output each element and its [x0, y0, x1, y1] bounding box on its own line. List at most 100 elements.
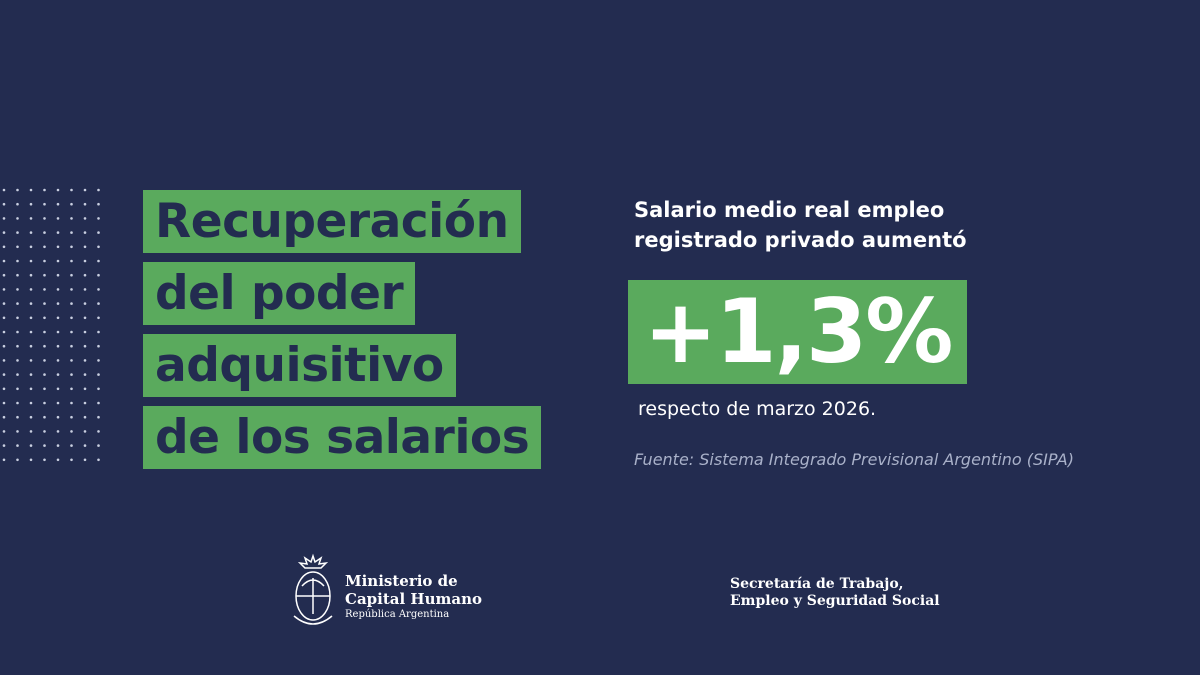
dot	[83, 387, 87, 391]
dot	[70, 330, 73, 334]
dot	[83, 373, 87, 376]
dot	[43, 430, 46, 433]
dot	[43, 373, 46, 376]
dot	[83, 359, 87, 362]
dot	[83, 302, 87, 305]
dot	[70, 415, 73, 419]
dot	[70, 344, 73, 348]
dot	[83, 344, 87, 348]
dot	[43, 444, 46, 447]
dot	[97, 373, 100, 376]
dot	[43, 288, 46, 291]
dot	[70, 373, 73, 376]
dot	[29, 302, 33, 305]
dot	[83, 231, 87, 234]
dot	[43, 188, 46, 192]
dot	[70, 245, 73, 249]
dot	[43, 401, 46, 405]
dot	[83, 259, 87, 263]
dot	[56, 444, 60, 447]
dot	[2, 231, 6, 234]
dot	[70, 259, 73, 263]
dot	[83, 401, 87, 405]
headline-line: Recuperación	[143, 190, 521, 253]
dot	[56, 188, 60, 192]
dot	[56, 202, 60, 206]
dot	[56, 330, 60, 334]
dot	[16, 458, 19, 462]
dot	[2, 401, 6, 405]
dot	[43, 458, 46, 462]
dot	[56, 387, 60, 391]
headline-line: de los salarios	[143, 406, 542, 469]
dot	[97, 401, 100, 405]
dot	[83, 188, 87, 192]
dot	[97, 245, 100, 249]
dot	[97, 344, 100, 348]
dot	[29, 359, 33, 362]
dot	[29, 373, 33, 376]
dot	[29, 231, 33, 234]
dot-pattern	[2, 188, 100, 462]
dot	[70, 288, 73, 291]
dot	[83, 217, 87, 220]
dot	[2, 373, 6, 376]
stat-intro: registrado privado aumentó	[634, 228, 967, 252]
dot	[97, 188, 100, 192]
dot	[29, 288, 33, 291]
dot	[16, 259, 19, 263]
dot	[56, 458, 60, 462]
dot	[43, 217, 46, 220]
dot	[2, 202, 6, 206]
stat-comparison: respecto de marzo 2026.	[638, 398, 877, 420]
dot	[16, 444, 19, 447]
dot	[29, 202, 33, 206]
dot	[56, 373, 60, 376]
dot	[16, 273, 19, 277]
dot	[70, 444, 73, 447]
dot	[97, 458, 100, 462]
dot	[70, 387, 73, 391]
dot	[97, 288, 100, 291]
dot	[43, 231, 46, 234]
dot	[97, 330, 100, 334]
dot	[56, 288, 60, 291]
dot	[43, 316, 46, 320]
dot	[70, 188, 73, 192]
dot	[16, 344, 19, 348]
dot	[2, 288, 6, 291]
dot	[43, 387, 46, 391]
dot	[2, 188, 6, 192]
dot	[43, 415, 46, 419]
dot	[16, 401, 19, 405]
dot	[2, 245, 6, 249]
dot	[97, 387, 100, 391]
dot	[70, 202, 73, 206]
dot	[56, 259, 60, 263]
source: Fuente: Sistema Integrado Previsional Ar…	[634, 450, 1074, 469]
dot	[2, 387, 6, 391]
dot	[56, 359, 60, 362]
dot	[83, 330, 87, 334]
dot	[2, 444, 6, 447]
dot	[29, 415, 33, 419]
dot	[70, 401, 73, 405]
dot	[29, 273, 33, 277]
dot	[2, 273, 6, 277]
dot	[97, 302, 100, 305]
dot	[16, 373, 19, 376]
dot	[56, 344, 60, 348]
dot	[16, 359, 19, 362]
dot	[56, 302, 60, 305]
secretariat-name: Secretaría de Trabajo,	[730, 576, 904, 592]
dot	[29, 188, 33, 192]
dot	[2, 316, 6, 320]
dot	[2, 330, 6, 334]
dot	[97, 430, 100, 433]
emblem	[293, 553, 333, 625]
dot	[16, 302, 19, 305]
dot	[43, 359, 46, 362]
dot	[43, 344, 46, 348]
dot	[43, 302, 46, 305]
dot	[16, 415, 19, 419]
